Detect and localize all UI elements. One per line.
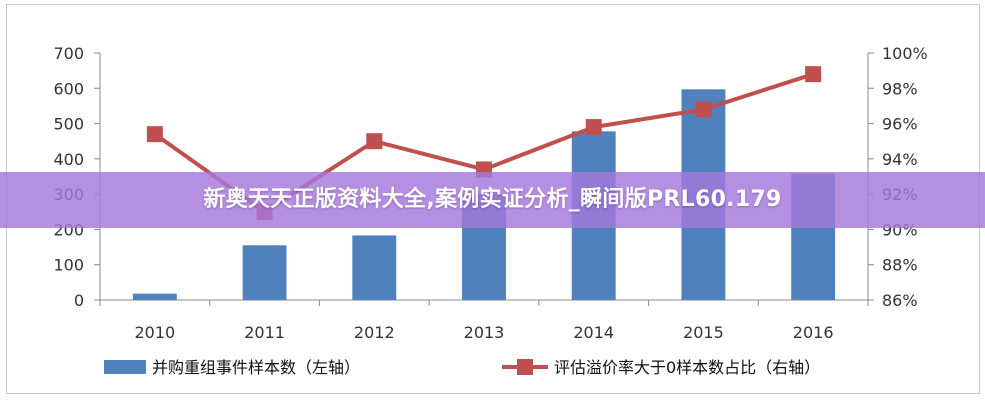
y-right-tick-label: 96% <box>882 115 918 134</box>
x-tick-label: 2012 <box>354 323 395 342</box>
x-tick-label: 2014 <box>573 323 614 342</box>
legend-label-bar: 并购重组事件样本数（左轴） <box>152 358 360 377</box>
x-tick-label: 2015 <box>683 323 724 342</box>
y-left-tick-label: 500 <box>53 115 84 134</box>
x-tick-label: 2011 <box>244 323 285 342</box>
y-right-tick-label: 98% <box>882 79 918 98</box>
bar <box>242 245 287 300</box>
y-left-tick-label: 400 <box>53 150 84 169</box>
y-left-tick-label: 700 <box>53 44 84 63</box>
y-left-tick-label: 0 <box>74 291 84 310</box>
x-tick-label: 2010 <box>134 323 175 342</box>
line-marker <box>805 66 822 83</box>
line-marker <box>366 133 383 150</box>
line-marker <box>585 119 602 136</box>
x-tick-label: 2016 <box>793 323 834 342</box>
y-left-tick-label: 600 <box>53 79 84 98</box>
y-right-tick-label: 100% <box>882 44 928 63</box>
bar <box>352 235 397 300</box>
y-right-tick-label: 88% <box>882 256 918 275</box>
legend-label-line: 评估溢价率大于0样本数占比（右轴） <box>554 358 820 377</box>
bar <box>132 293 177 300</box>
overlay-banner <box>0 172 985 228</box>
overlay-banner-text: 新奥天天正版资料大全,案例实证分析_瞬间版PRL60.179 <box>203 187 782 212</box>
x-tick-label: 2013 <box>464 323 505 342</box>
y-left-tick-label: 100 <box>53 256 84 275</box>
line-marker <box>695 101 712 118</box>
legend-swatch-bar <box>104 360 146 374</box>
y-right-tick-label: 94% <box>882 150 918 169</box>
legend-swatch-marker <box>517 359 533 375</box>
line-marker <box>146 126 163 143</box>
y-right-tick-label: 86% <box>882 291 918 310</box>
